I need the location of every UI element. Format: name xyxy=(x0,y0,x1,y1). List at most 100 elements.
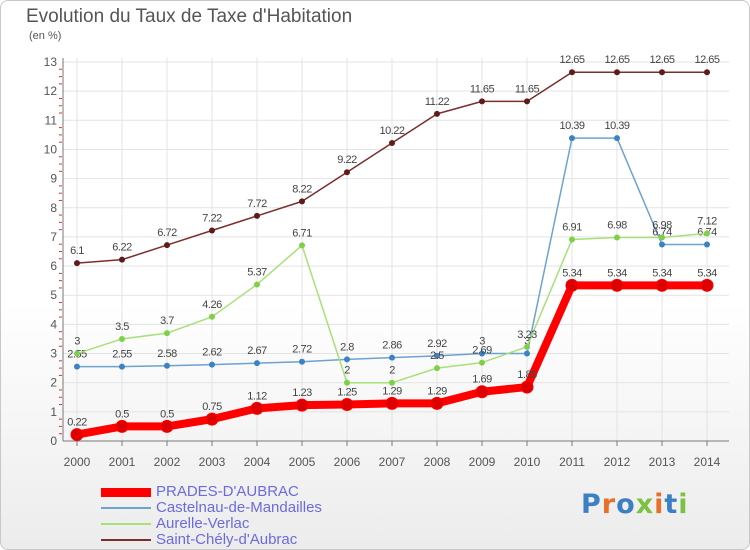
logo-letter: r xyxy=(601,489,617,520)
data-point-prades-d-aubrac xyxy=(295,398,309,412)
data-label-aurelle-verlac: 6.98 xyxy=(607,220,627,232)
legend-label: Saint-Chély-d'Aubrac xyxy=(156,531,298,548)
data-label-prades-d-aubrac: 1.12 xyxy=(247,390,267,402)
data-point-saint-che-ly-d-aubrac xyxy=(569,69,575,76)
data-point-aurelle-verlac xyxy=(254,281,260,288)
y-tick-label: 13 xyxy=(44,55,58,69)
y-tick-label: 6 xyxy=(50,259,57,273)
x-tick-label: 2008 xyxy=(424,455,451,469)
x-tick-label: 2006 xyxy=(334,455,361,469)
data-label-aurelle-verlac: 2.69 xyxy=(472,345,492,357)
y-tick-label: 0 xyxy=(50,434,57,448)
data-label-saint-che-ly-d-aubrac: 11.65 xyxy=(470,83,495,95)
data-point-castelnau-de-mandailles xyxy=(569,135,575,142)
y-tick-label: 8 xyxy=(50,201,57,215)
data-label-aurelle-verlac: 3.7 xyxy=(160,315,174,327)
data-point-prades-d-aubrac xyxy=(475,385,489,399)
data-point-castelnau-de-mandailles xyxy=(164,362,170,369)
y-tick-label: 3 xyxy=(50,347,57,361)
data-label-castelnau-de-mandailles: 3 xyxy=(479,336,485,348)
data-label-aurelle-verlac: 6.91 xyxy=(562,222,582,234)
data-label-castelnau-de-mandailles: 2.62 xyxy=(202,347,222,359)
data-point-prades-d-aubrac xyxy=(205,412,219,426)
data-label-prades-d-aubrac: 5.34 xyxy=(652,267,672,279)
y-tick-label: 5 xyxy=(50,288,57,302)
data-point-aurelle-verlac xyxy=(704,230,710,237)
data-label-prades-d-aubrac: 1.25 xyxy=(337,387,357,399)
logo-letter: o xyxy=(616,489,636,520)
data-point-aurelle-verlac xyxy=(74,350,80,357)
x-tick-label: 2005 xyxy=(289,455,316,469)
data-label-prades-d-aubrac: 0.5 xyxy=(160,408,174,420)
logo-letter: x xyxy=(635,489,655,520)
x-tick-label: 2002 xyxy=(154,455,181,469)
data-label-saint-che-ly-d-aubrac: 7.22 xyxy=(202,213,222,225)
data-point-saint-che-ly-d-aubrac xyxy=(524,98,530,105)
data-point-castelnau-de-mandailles xyxy=(209,361,215,368)
legend-label: Castelnau-de-Mandailles xyxy=(156,499,322,516)
data-point-prades-d-aubrac xyxy=(610,278,624,292)
y-tick-label: 10 xyxy=(44,142,58,156)
y-tick-label: 11 xyxy=(45,113,58,127)
proxiti-logo: Proxiti xyxy=(581,489,689,520)
data-point-prades-d-aubrac xyxy=(340,398,354,412)
data-label-saint-che-ly-d-aubrac: 12.65 xyxy=(649,54,674,66)
data-label-aurelle-verlac: 2 xyxy=(344,365,350,377)
data-label-saint-che-ly-d-aubrac: 7.72 xyxy=(247,198,267,210)
data-label-castelnau-de-mandailles: 10.39 xyxy=(604,120,629,132)
data-point-prades-d-aubrac xyxy=(115,419,129,433)
data-label-aurelle-verlac: 3.5 xyxy=(115,321,129,333)
chart-title: Evolution du Taux de Taxe d'Habitation xyxy=(26,6,353,27)
data-point-saint-che-ly-d-aubrac xyxy=(389,140,395,147)
data-point-aurelle-verlac xyxy=(434,365,440,372)
data-label-saint-che-ly-d-aubrac: 9.22 xyxy=(337,154,357,166)
data-label-castelnau-de-mandailles: 2.67 xyxy=(247,345,267,357)
logo-letter: i xyxy=(654,489,665,520)
data-label-prades-d-aubrac: 0.22 xyxy=(67,417,87,429)
legend-swatch xyxy=(101,487,151,497)
x-tick-label: 2007 xyxy=(379,455,406,469)
data-point-aurelle-verlac xyxy=(119,335,125,342)
data-point-prades-d-aubrac xyxy=(160,419,174,433)
data-point-prades-d-aubrac xyxy=(70,428,84,442)
data-label-aurelle-verlac: 3.23 xyxy=(517,329,537,341)
legend-swatch xyxy=(101,507,151,509)
data-point-castelnau-de-mandailles xyxy=(74,363,80,370)
x-tick-label: 2010 xyxy=(514,455,541,469)
data-point-castelnau-de-mandailles xyxy=(254,360,260,367)
y-tick-label: 4 xyxy=(50,317,57,331)
data-point-aurelle-verlac xyxy=(524,343,530,350)
data-point-saint-che-ly-d-aubrac xyxy=(254,212,260,219)
data-label-castelnau-de-mandailles: 10.39 xyxy=(559,120,584,132)
data-point-saint-che-ly-d-aubrac xyxy=(209,227,215,234)
data-label-aurelle-verlac: 2 xyxy=(389,365,395,377)
data-label-aurelle-verlac: 4.26 xyxy=(202,299,222,311)
y-tick-label: 7 xyxy=(50,230,57,244)
data-label-saint-che-ly-d-aubrac: 6.22 xyxy=(112,242,132,254)
data-label-castelnau-de-mandailles: 3 xyxy=(524,336,530,348)
data-point-saint-che-ly-d-aubrac xyxy=(164,242,170,249)
data-label-castelnau-de-mandailles: 2.72 xyxy=(292,344,312,356)
data-label-saint-che-ly-d-aubrac: 6.72 xyxy=(157,227,177,239)
logo-letter: i xyxy=(678,489,689,520)
data-label-castelnau-de-mandailles: 6.74 xyxy=(652,227,672,239)
data-label-aurelle-verlac: 2.5 xyxy=(430,350,444,362)
data-label-aurelle-verlac: 6.98 xyxy=(652,220,672,232)
x-tick-label: 2013 xyxy=(649,455,676,469)
data-point-saint-che-ly-d-aubrac xyxy=(434,110,440,117)
data-label-saint-che-ly-d-aubrac: 10.22 xyxy=(379,125,404,137)
data-label-prades-d-aubrac: 0.75 xyxy=(202,401,222,413)
y-tick-label: 12 xyxy=(44,84,58,98)
data-point-prades-d-aubrac xyxy=(385,396,399,410)
x-tick-label: 2012 xyxy=(604,455,631,469)
data-label-aurelle-verlac: 5.37 xyxy=(247,266,267,278)
data-label-saint-che-ly-d-aubrac: 11.22 xyxy=(425,96,450,108)
x-tick-label: 2000 xyxy=(64,455,91,469)
chart-subtitle: (en %) xyxy=(29,30,62,42)
data-label-castelnau-de-mandailles: 2.8 xyxy=(340,341,354,353)
logo-letter: t xyxy=(664,489,679,520)
data-point-saint-che-ly-d-aubrac xyxy=(704,69,710,76)
data-label-aurelle-verlac: 3 xyxy=(74,336,80,348)
x-tick-label: 2004 xyxy=(244,455,271,469)
